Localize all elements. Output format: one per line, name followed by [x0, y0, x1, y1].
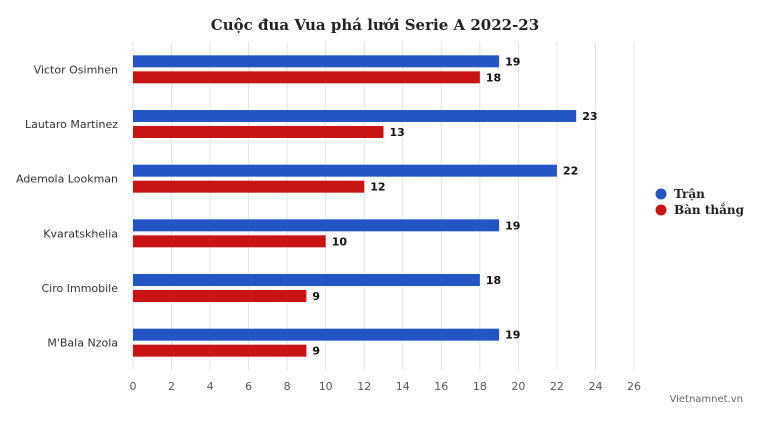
legend-marker [655, 204, 667, 216]
data-label: 19 [505, 329, 520, 342]
x-tick-label: 0 [130, 380, 137, 393]
legend-label: Bàn thắng [674, 202, 745, 217]
x-tick-label: 14 [396, 380, 410, 393]
legend-marker [655, 188, 667, 200]
chart-title: Cuộc đua Vua phá lưới Serie A 2022-23 [211, 16, 539, 34]
legend-item[interactable]: Bàn thắng [655, 202, 745, 217]
data-label: 12 [370, 181, 385, 194]
data-label: 9 [312, 345, 320, 358]
category-labels: Victor Osimhen Lautaro Martinez Ademola Lo… [16, 63, 118, 349]
bar-tran [133, 110, 577, 122]
bar-ban-thang [133, 180, 365, 193]
x-tick-label: 2 [168, 380, 175, 393]
credit-text: Vietnamnet.vn [669, 394, 743, 405]
x-tick-label: 6 [245, 380, 252, 393]
data-label: 9 [312, 290, 320, 303]
x-tick-label: 4 [207, 380, 214, 393]
category-label: Victor Osimhen [34, 63, 118, 76]
data-label: 19 [505, 55, 520, 68]
x-tick-label: 20 [511, 380, 525, 393]
legend-item[interactable]: Trận [655, 187, 706, 201]
data-labels: 19 18 23 13 22 12 19 10 18 9 19 9 [311, 54, 599, 359]
bar-ban-thang [133, 126, 384, 138]
bar-tran [133, 55, 500, 68]
category-label: Ciro Immobile [41, 282, 118, 295]
bar-ban-thang [133, 235, 326, 248]
category-label: Kvaratskhelia [43, 227, 118, 240]
bar-tran [133, 219, 500, 232]
legend-label: Trận [674, 187, 705, 201]
data-label: 19 [505, 219, 520, 232]
data-label: 10 [332, 235, 348, 248]
bar-ban-thang [133, 71, 480, 84]
bar-tran [133, 164, 557, 177]
x-tick-label: 16 [434, 380, 448, 393]
data-label: 23 [582, 110, 597, 123]
x-axis-ticks: 0 2 4 6 8 10 12 14 16 18 20 22 24 26 [130, 380, 642, 393]
bar-tran [133, 328, 500, 341]
x-tick-label: 24 [588, 380, 602, 393]
bar-tran [133, 274, 480, 286]
bar-ban-thang [133, 344, 307, 357]
data-label: 18 [486, 71, 501, 84]
bar-ban-thang [133, 290, 307, 302]
x-tick-label: 10 [319, 380, 333, 393]
data-label: 22 [563, 165, 578, 178]
x-tick-label: 12 [357, 380, 371, 393]
bars [133, 55, 577, 357]
x-tick-label: 18 [473, 380, 487, 393]
data-label: 13 [390, 126, 405, 139]
category-label: Ademola Lookman [16, 173, 118, 186]
data-label: 18 [486, 274, 501, 287]
grid [132, 42, 635, 370]
x-tick-label: 8 [284, 380, 291, 393]
category-label: M'Bala Nzola [47, 337, 118, 350]
x-tick-label: 22 [550, 380, 564, 393]
x-tick-label: 26 [627, 380, 641, 393]
category-label: Lautaro Martinez [25, 118, 118, 131]
